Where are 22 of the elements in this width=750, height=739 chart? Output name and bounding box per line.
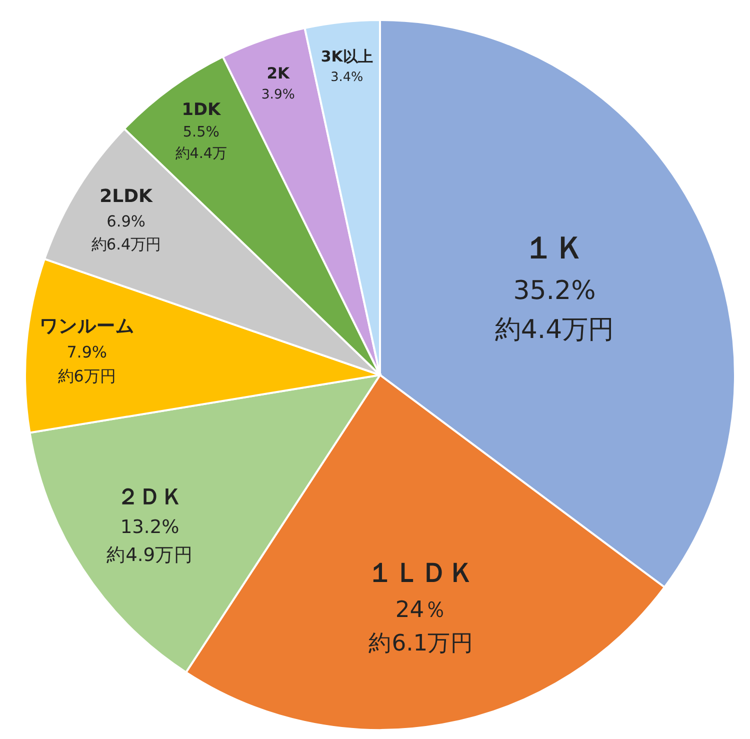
text: 約4.9万円 — [106, 544, 194, 566]
data-label: 13.2% — [120, 517, 180, 538]
slice-label: １ＬＤＫ — [367, 557, 476, 588]
text: 約6.1万円 — [368, 630, 474, 657]
text: 約4.4万 — [176, 146, 227, 162]
data-label: 7.9% — [66, 342, 107, 362]
data-label: 3.4% — [330, 70, 364, 85]
data-label: 35.2% — [513, 276, 596, 306]
text: 約4.4万円 — [494, 314, 614, 345]
slice-label: 2K — [266, 64, 291, 83]
text: 約6.4万円 — [91, 235, 161, 254]
data-label: 6.9% — [106, 212, 146, 230]
text: 約6万円 — [58, 366, 116, 386]
slice-label: １Ｋ — [524, 231, 586, 266]
data-label: 5.5% — [182, 124, 220, 140]
slice-label: ２ＤＫ — [116, 484, 183, 510]
data-label: 24％ — [395, 596, 448, 623]
slice-label: ワンルーム — [39, 316, 134, 337]
slice-label: 3K以上 — [320, 48, 373, 66]
slice-label: 2LDK — [100, 186, 154, 207]
slice-label: 1DK — [182, 98, 222, 119]
data-label: 3.9% — [261, 88, 295, 103]
